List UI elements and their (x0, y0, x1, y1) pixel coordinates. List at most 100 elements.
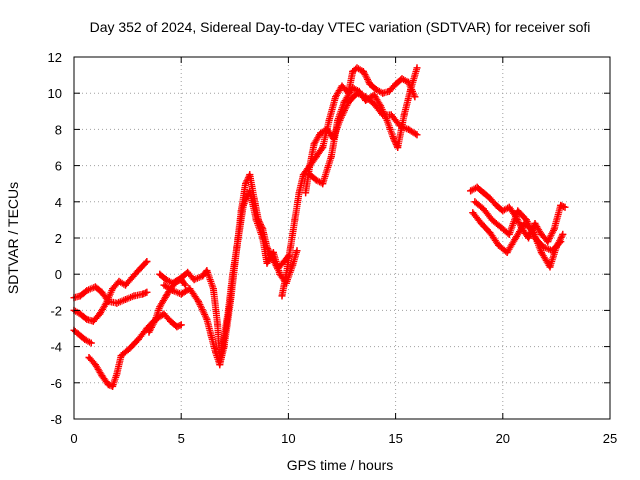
data-point (537, 230, 545, 238)
data-point (102, 299, 110, 307)
data-point (117, 352, 125, 360)
data-point (87, 339, 95, 347)
y-tick-label: -4 (50, 340, 62, 355)
data-point (259, 234, 267, 242)
data-point (109, 382, 117, 390)
data-point (407, 86, 415, 94)
data-point (203, 267, 211, 275)
data-point (74, 330, 82, 338)
data-point (83, 287, 91, 294)
data-point (276, 270, 284, 278)
data-point (467, 187, 475, 195)
data-point (184, 268, 192, 276)
data-point (383, 116, 391, 124)
data-point (214, 321, 222, 329)
data-point (130, 292, 138, 300)
data-point (370, 91, 378, 99)
data-point (486, 194, 494, 202)
data-point (306, 171, 314, 179)
data-point (167, 317, 174, 325)
data-point (122, 281, 129, 289)
data-point (362, 96, 370, 104)
data-point (531, 234, 539, 242)
data-point (413, 64, 421, 72)
data-point (503, 249, 511, 256)
data-point (505, 203, 513, 211)
data-point (89, 317, 97, 325)
data-point (194, 297, 202, 305)
data-point (169, 287, 177, 294)
data-point (379, 89, 387, 97)
data-point (96, 310, 104, 318)
data-point (497, 223, 505, 231)
data-point (488, 216, 496, 224)
data-point (128, 274, 136, 282)
data-point (492, 201, 500, 209)
data-point (246, 187, 254, 195)
series-arc-7 (160, 187, 301, 369)
data-point (480, 189, 487, 197)
data-point (263, 259, 271, 267)
x-tick-label: 10 (281, 431, 295, 446)
data-point (115, 277, 123, 285)
series-arc-6 (156, 171, 292, 365)
data-point (310, 140, 318, 148)
data-point (372, 86, 380, 94)
x-tick-label: 20 (496, 431, 510, 446)
y-axis-label: SDTVAR / TECUs (5, 182, 21, 294)
data-point (98, 372, 106, 380)
data-point (473, 183, 481, 191)
data-point (338, 82, 346, 90)
data-point (377, 102, 385, 110)
data-point (340, 98, 348, 106)
y-tick-label: 10 (48, 86, 62, 101)
data-point (126, 344, 134, 352)
data-point (177, 321, 185, 329)
data-point (413, 131, 421, 139)
data-point (169, 279, 177, 287)
y-tick-label: -8 (50, 412, 62, 427)
data-point (122, 296, 129, 303)
data-point (349, 84, 357, 92)
data-point (302, 189, 310, 197)
data-point (104, 381, 112, 389)
grid-layer (74, 57, 610, 419)
data-point (203, 315, 211, 323)
data-point (537, 249, 545, 256)
data-point (548, 247, 556, 255)
data-point (319, 180, 327, 188)
x-tick-label: 5 (178, 431, 185, 446)
data-point (83, 315, 91, 323)
data-point (366, 80, 374, 88)
series-arc-10 (306, 64, 421, 188)
data-point (499, 207, 507, 215)
data-point (323, 125, 331, 133)
data-point (334, 116, 342, 124)
data-point (312, 176, 320, 184)
data-point (280, 258, 288, 265)
data-point (525, 234, 532, 242)
data-point (400, 111, 408, 119)
data-point (387, 111, 395, 119)
data-point (113, 370, 121, 378)
data-point (227, 297, 234, 305)
data-point (522, 216, 530, 224)
data-point (177, 290, 185, 298)
data-point (242, 180, 249, 188)
data-point (332, 93, 340, 101)
data-point (233, 243, 241, 251)
data-point (182, 281, 189, 289)
data-point (199, 272, 207, 280)
data-point (505, 230, 513, 238)
data-point (212, 348, 219, 356)
x-tick-label: 15 (388, 431, 402, 446)
data-point (160, 310, 168, 318)
data-point (486, 229, 494, 237)
data-point (239, 201, 247, 209)
y-tick-label: 8 (55, 122, 62, 137)
data-point (246, 171, 254, 179)
data-point (139, 290, 147, 298)
data-point (325, 116, 333, 124)
data-point (550, 225, 558, 233)
data-point (471, 198, 479, 206)
